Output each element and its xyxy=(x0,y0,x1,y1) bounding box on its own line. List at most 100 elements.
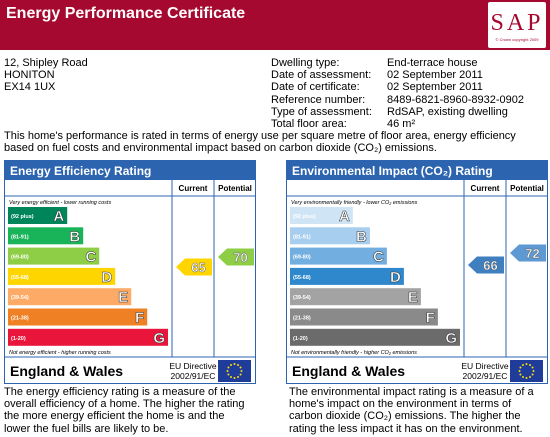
rating-value: 70 xyxy=(233,250,247,265)
rating-panel: Environmental Impact (CO₂) Rating Current… xyxy=(286,160,548,384)
eu-star xyxy=(525,377,528,379)
eu-star xyxy=(239,373,242,376)
detail-value: 02 September 2011 xyxy=(387,81,483,94)
band-letter: E xyxy=(118,289,128,306)
detail-row: Reference number: 8489-6821-8960-8932-090… xyxy=(271,94,547,106)
detail-label: Type of assessment: xyxy=(271,105,372,118)
band-letter: A xyxy=(339,208,350,225)
address-line: HONITON xyxy=(4,69,55,82)
top-note: Very environmentally friendly - lower CO… xyxy=(291,200,418,206)
column-header: Potential xyxy=(218,184,252,193)
eu-star xyxy=(226,370,229,372)
detail-row: Date of certificate: 02 September 2011 xyxy=(271,81,547,93)
eu-star xyxy=(519,373,522,376)
rating-panel: Energy Efficiency Rating Current Potential… xyxy=(4,160,256,384)
intro: This home's performance is rated in term… xyxy=(4,130,516,155)
band-range: (21-38) xyxy=(11,316,29,322)
eu-star xyxy=(531,373,534,376)
rating-band xyxy=(290,247,387,265)
rating-band xyxy=(290,328,460,346)
eu-star xyxy=(230,376,232,379)
bottom-note: Not energy efficient - higher running co… xyxy=(9,350,111,356)
directive: 2002/91/EC xyxy=(463,371,508,381)
footer-region: England & Wales xyxy=(292,363,405,379)
rating-band xyxy=(290,227,370,245)
panel-title-bar xyxy=(287,161,547,180)
band-range: (81-91) xyxy=(11,234,29,240)
band-letter: G xyxy=(445,330,457,347)
band-letter: F xyxy=(426,310,435,327)
rating-band xyxy=(8,207,68,224)
eu-star xyxy=(522,363,524,366)
eu-star xyxy=(522,376,524,379)
detail-value: 8489-6821-8960-8932-0902 xyxy=(387,93,525,106)
detail-row: Total floor area: 46 m² xyxy=(271,118,547,130)
eu-star xyxy=(239,366,242,369)
rating-band xyxy=(8,308,148,326)
detail-value: 02 September 2011 xyxy=(387,69,483,82)
directive: EU Directive xyxy=(169,361,217,371)
detail-row: Type of assessment: RdSAP, existing dwell… xyxy=(271,106,547,118)
band-letter: G xyxy=(153,330,165,347)
detail-value: 46 m² xyxy=(387,117,416,130)
band-range: (55-68) xyxy=(11,275,29,281)
band-letter: D xyxy=(390,269,401,286)
address: 12, Shipley Road HONITON EX14 1UX xyxy=(4,57,88,94)
band-letter: A xyxy=(53,208,64,225)
eu-star xyxy=(237,376,239,379)
band-letter: D xyxy=(101,269,112,286)
detail-label: Date of assessment: xyxy=(271,69,372,82)
band-range: (39-54) xyxy=(11,295,29,301)
band-letter: E xyxy=(408,289,418,306)
address-line: 12, Shipley Road xyxy=(4,57,88,69)
eu-star xyxy=(227,373,230,376)
address-line: EX14 1UX xyxy=(4,81,56,94)
logo-note: © Crown copyright 2009 xyxy=(495,37,539,42)
rating-band xyxy=(290,288,421,306)
band-range: (55-68) xyxy=(293,275,311,281)
directive: EU Directive xyxy=(461,361,509,371)
column-header: Potential xyxy=(510,184,544,193)
panel-description: The energy efficiency rating is a measur… xyxy=(4,386,245,435)
band-letter: C xyxy=(85,249,96,266)
band-range: (92 plus) xyxy=(11,214,34,220)
rating-arrow xyxy=(218,248,254,266)
band-letter: B xyxy=(69,228,80,245)
rating-band xyxy=(8,288,132,306)
rating-arrow xyxy=(468,256,504,274)
panel-title: Energy Efficiency Rating xyxy=(10,164,151,178)
logo-text: SAP xyxy=(490,10,544,36)
eu-star xyxy=(227,366,230,369)
directive: 2002/91/EC xyxy=(171,371,216,381)
detail-value: End-terrace house xyxy=(387,57,478,69)
eu-flag xyxy=(510,360,543,382)
band-range: (69-80) xyxy=(293,255,311,261)
eu-star xyxy=(518,370,521,372)
logo: SAP © Crown copyright 2009 xyxy=(488,2,546,48)
footer-region: England & Wales xyxy=(10,363,123,379)
panel-description: The environmental impact rating is a mea… xyxy=(289,386,534,435)
band-range: (39-54) xyxy=(293,295,311,301)
eu-star xyxy=(525,363,528,365)
band-letter: F xyxy=(135,310,144,327)
bottom-note: Not environmentally friendly - higher CO… xyxy=(291,350,417,356)
details: Dwelling type: End-terrace house Date of a… xyxy=(271,57,547,130)
band-range: (92 plus) xyxy=(293,214,316,220)
eu-star xyxy=(233,377,236,379)
detail-label: Total floor area: xyxy=(271,117,347,130)
band-range: (69-80) xyxy=(11,255,29,261)
header-title: Energy Performance Certificate xyxy=(6,5,246,22)
band-range: (1-20) xyxy=(11,336,26,342)
header-bar: Energy Performance Certificate SAP © Cro… xyxy=(0,0,550,50)
eu-star xyxy=(233,363,236,365)
panel-title: Environmental Impact (CO₂) Rating xyxy=(292,164,493,178)
column-header: Current xyxy=(179,184,208,193)
rating-arrow xyxy=(176,258,212,276)
column-header: Current xyxy=(471,184,500,193)
eu-star xyxy=(240,370,243,372)
rating-band xyxy=(8,267,116,285)
rating-band xyxy=(8,227,84,245)
rating-value: 66 xyxy=(483,258,497,273)
band-range: (1-20) xyxy=(293,336,308,342)
